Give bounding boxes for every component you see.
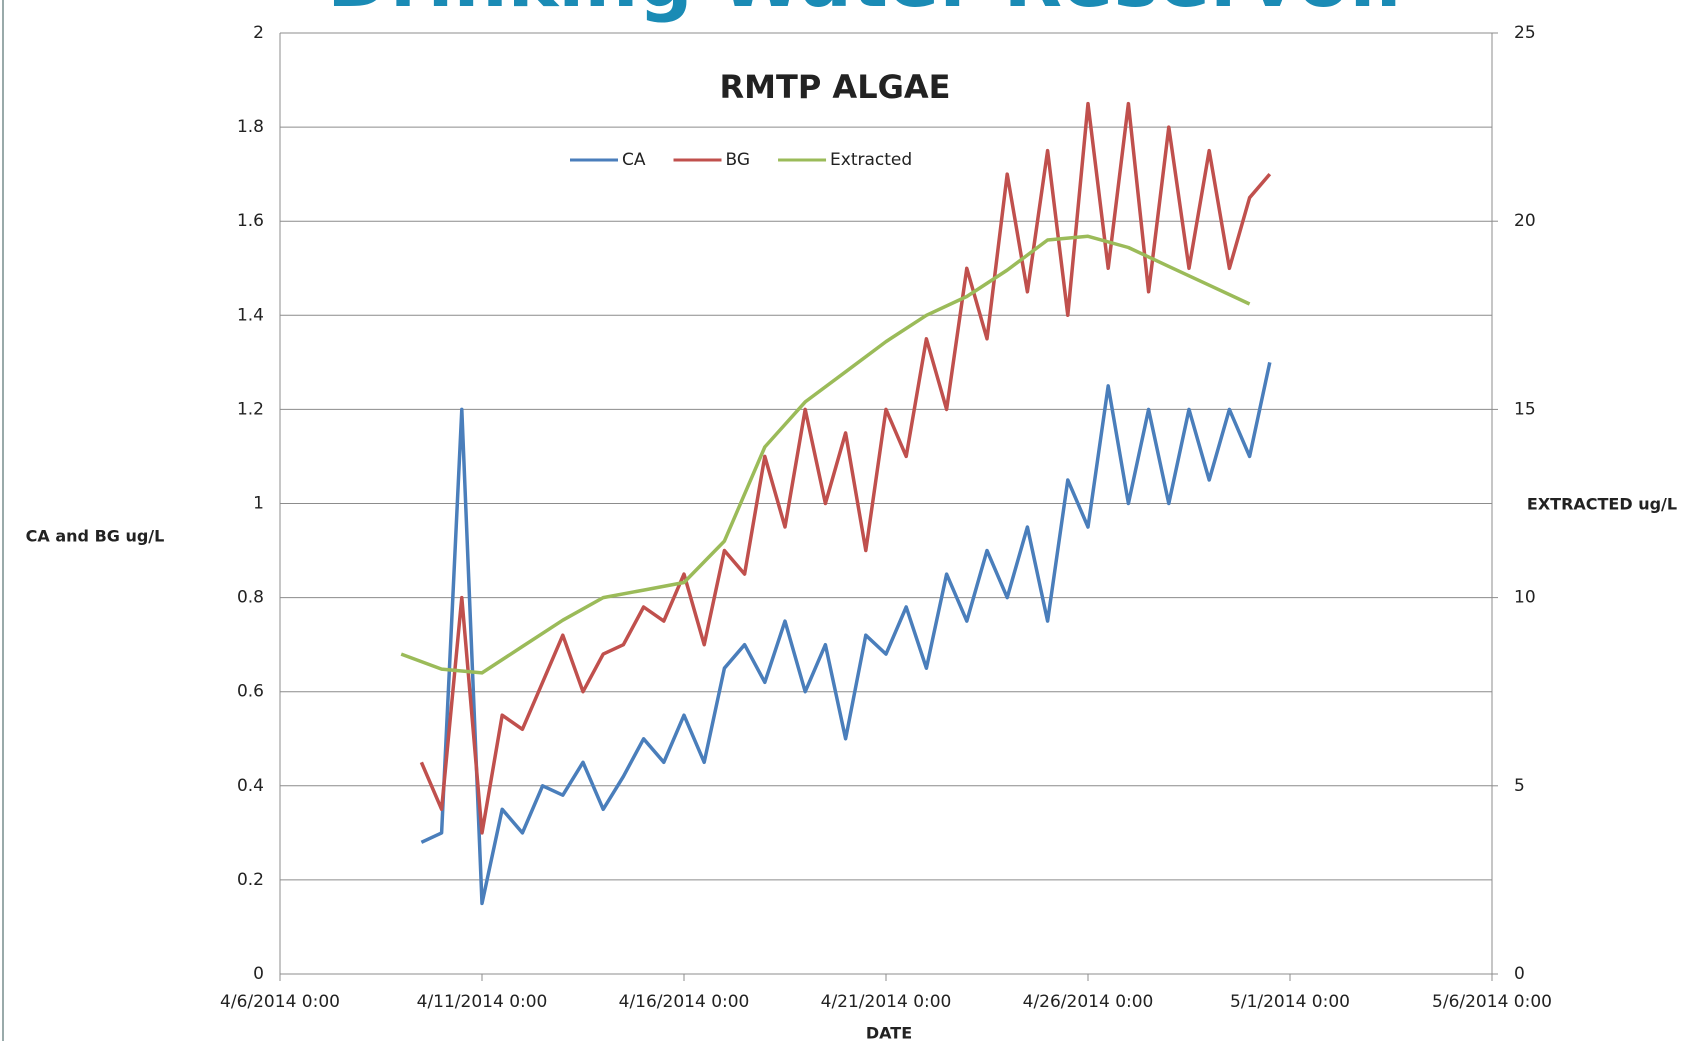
y-tick-label: 1.8 xyxy=(237,117,264,137)
page-title: Drinking Water Reservoir xyxy=(327,0,1414,24)
y2-tick-label: 25 xyxy=(1514,23,1536,43)
y-tick-label: 0.2 xyxy=(237,870,264,890)
chart-title: RMTP ALGAE xyxy=(720,68,951,106)
x-tick-label: 4/21/2014 0:00 xyxy=(821,992,952,1012)
legend-label: CA xyxy=(622,150,646,170)
legend-label: BG xyxy=(726,150,751,170)
x-tick-label: 4/26/2014 0:00 xyxy=(1023,992,1154,1012)
y2-tick-label: 0 xyxy=(1514,964,1525,984)
y2-tick-label: 20 xyxy=(1514,211,1536,231)
y2-tick-label: 10 xyxy=(1514,588,1536,608)
y-tick-label: 0 xyxy=(253,964,264,984)
series-line xyxy=(400,234,1251,675)
series-line xyxy=(420,362,1272,906)
x-tick-label: 5/1/2014 0:00 xyxy=(1230,992,1350,1012)
x-tick-label: 4/11/2014 0:00 xyxy=(417,992,548,1012)
y-axis-label: CA and BG ug/L xyxy=(26,527,165,546)
y2-tick-label: 15 xyxy=(1514,399,1536,419)
x-axis-label: DATE xyxy=(866,1024,912,1041)
y-tick-label: 0.8 xyxy=(237,588,264,608)
y-tick-label: 1.2 xyxy=(237,399,264,419)
y-tick-label: 0.4 xyxy=(237,776,264,796)
y2-axis-label: EXTRACTED ug/L xyxy=(1527,495,1677,514)
y-tick-label: 1 xyxy=(253,494,264,514)
x-tick-label: 5/6/2014 0:00 xyxy=(1432,992,1552,1012)
y-tick-label: 2 xyxy=(253,23,264,43)
x-tick-label: 4/16/2014 0:00 xyxy=(619,992,750,1012)
series-line xyxy=(419,101,1272,835)
legend: CA BG Extracted xyxy=(570,150,912,170)
x-tick-label: 4/6/2014 0:00 xyxy=(220,992,340,1012)
y2-tick-label: 5 xyxy=(1514,776,1525,796)
legend-label: Extracted xyxy=(830,150,912,170)
y-tick-label: 0.6 xyxy=(237,682,264,702)
y-tick-label: 1.4 xyxy=(237,305,264,325)
y-tick-label: 1.6 xyxy=(237,211,264,231)
